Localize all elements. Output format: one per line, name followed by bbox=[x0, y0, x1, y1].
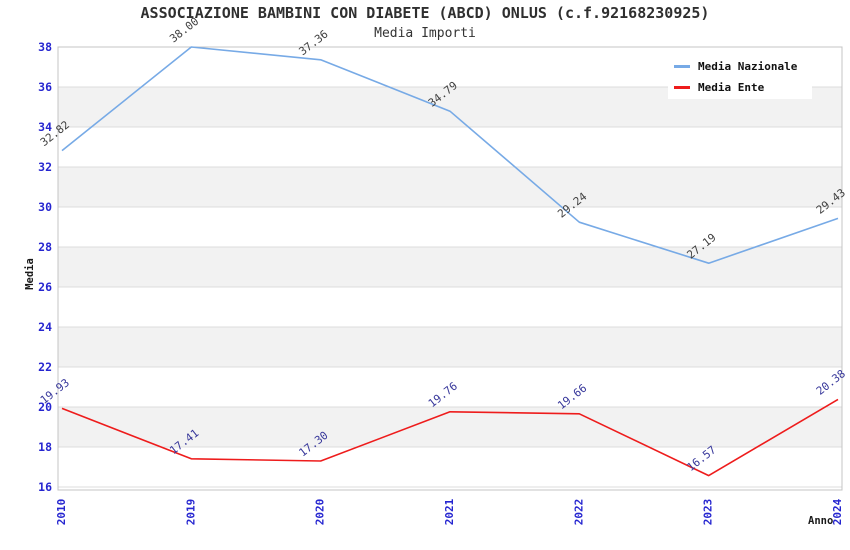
y-tick-label: 30 bbox=[38, 200, 52, 214]
point-label: 19.76 bbox=[426, 380, 460, 411]
legend-label: Media Ente bbox=[698, 81, 765, 94]
x-tick-label: 2019 bbox=[184, 499, 197, 526]
legend: Media Nazionale Media Ente bbox=[668, 55, 812, 99]
series-line-media-ente bbox=[61, 398, 839, 477]
grid-band bbox=[58, 247, 842, 287]
y-tick-label: 26 bbox=[38, 280, 52, 294]
point-label: 20.38 bbox=[814, 367, 848, 398]
legend-item-media-ente: Media Ente bbox=[674, 79, 812, 97]
y-tick-label: 36 bbox=[38, 80, 52, 94]
grid-band bbox=[58, 167, 842, 207]
chart-subtitle: Media Importi bbox=[374, 26, 476, 41]
legend-label: Media Nazionale bbox=[698, 60, 798, 73]
y-tick-label: 16 bbox=[38, 480, 52, 494]
grid-band bbox=[58, 327, 842, 367]
legend-item-media-nazionale: Media Nazionale bbox=[674, 58, 812, 76]
point-label: 37.36 bbox=[297, 28, 331, 59]
y-tick-label: 32 bbox=[38, 160, 52, 174]
grid-band bbox=[58, 407, 842, 447]
x-tick-label: 2023 bbox=[702, 499, 715, 526]
point-label: 16.57 bbox=[685, 443, 719, 474]
legend-swatch-media-ente-icon bbox=[674, 86, 690, 89]
point-label: 38.00 bbox=[167, 15, 201, 46]
y-tick-label: 24 bbox=[38, 320, 52, 334]
legend-swatch-media-nazionale-icon bbox=[674, 65, 690, 68]
plot-border bbox=[57, 46, 843, 491]
x-tick-label: 2024 bbox=[831, 498, 844, 525]
y-tick-label: 22 bbox=[38, 360, 52, 374]
y-tick-label: 34 bbox=[38, 120, 52, 134]
chart-title: ASSOCIAZIONE BAMBINI CON DIABETE (ABCD) … bbox=[140, 4, 710, 22]
y-tick-label: 28 bbox=[38, 240, 52, 254]
series-line-media-nazionale bbox=[61, 46, 839, 265]
y-tick-label: 20 bbox=[38, 400, 52, 414]
x-tick-label: 2020 bbox=[314, 499, 327, 526]
x-tick-label: 2022 bbox=[572, 499, 585, 526]
y-tick-label: 38 bbox=[38, 40, 52, 54]
y-tick-label: 18 bbox=[38, 440, 52, 454]
x-axis-title: Anno bbox=[808, 515, 834, 527]
x-tick-label: 2021 bbox=[443, 498, 456, 525]
x-tick-label: 2010 bbox=[55, 499, 68, 526]
y-axis-title: Media bbox=[23, 258, 36, 290]
